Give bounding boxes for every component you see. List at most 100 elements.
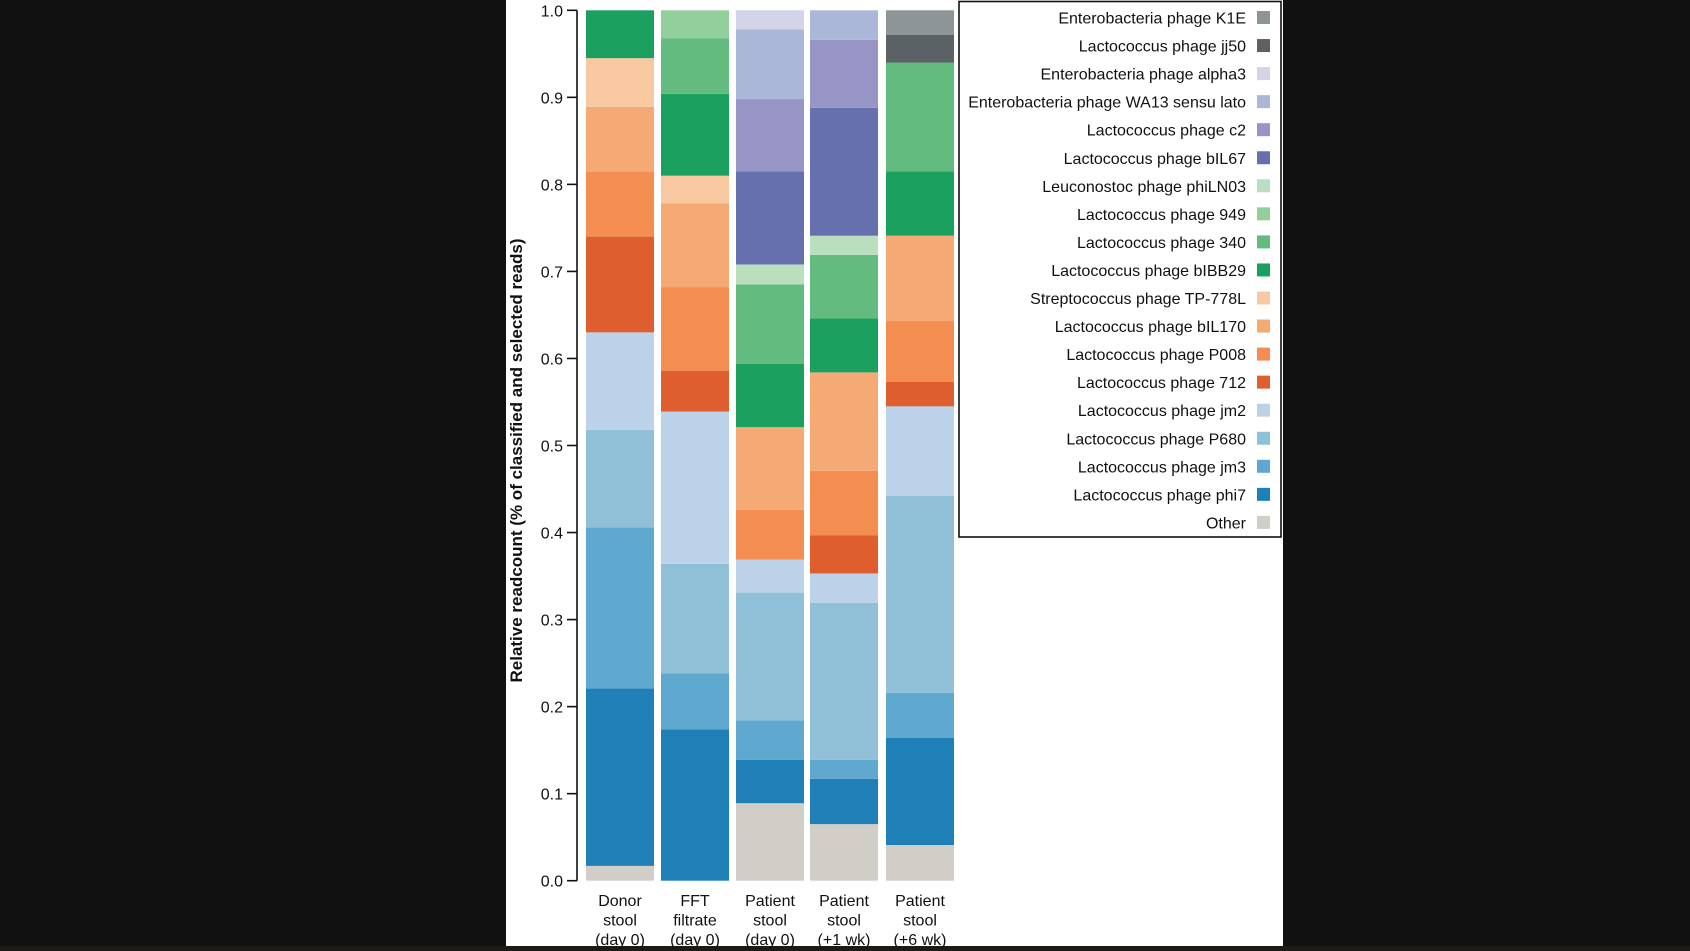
bottom-strip xyxy=(0,946,1690,951)
bar-segment xyxy=(736,803,804,881)
bar-segment xyxy=(736,592,804,721)
bar-segment xyxy=(810,759,878,779)
bar-segment xyxy=(736,10,804,30)
bar-segment xyxy=(810,372,878,471)
bar-segment xyxy=(810,10,878,40)
legend-label: Lactococcus phage bIL67 xyxy=(1064,151,1246,168)
legend-item: Streptococcus phage TP-778L xyxy=(1030,291,1270,308)
y-tick-label: 0.1 xyxy=(541,787,563,804)
bar-segment xyxy=(886,495,954,693)
x-tick-label: Patient xyxy=(895,893,945,910)
bar-segment xyxy=(810,470,878,536)
bar-segment xyxy=(886,381,954,407)
legend-label: Other xyxy=(1206,515,1247,532)
legend-item: Enterobacteria phage K1E xyxy=(1058,11,1270,28)
legend-label: Lactococcus phage 340 xyxy=(1077,235,1246,252)
legend-item: Enterobacteria phage alpha3 xyxy=(1041,67,1270,84)
legend-label: Lactococcus phage 712 xyxy=(1077,375,1246,392)
bar-segment xyxy=(586,106,654,172)
bar-segment xyxy=(661,287,729,371)
bar-segment xyxy=(736,509,804,560)
legend-swatch xyxy=(1257,39,1270,53)
bar-segment xyxy=(736,720,804,760)
bar-segment xyxy=(661,93,729,176)
legend-item: Lactococcus phage bIL170 xyxy=(1055,319,1270,336)
bar-segment xyxy=(661,563,729,674)
bar-segment xyxy=(586,10,654,59)
bar-segment xyxy=(586,527,654,689)
bar-segment xyxy=(586,58,654,107)
bar-segment xyxy=(736,284,804,364)
y-tick-label: 0.7 xyxy=(541,264,563,281)
legend-swatch xyxy=(1257,179,1270,193)
x-axis-labels: Donor stool (day 0) FFT filtrate (day 0) Patie… xyxy=(595,893,946,949)
legend-item: Lactococcus phage jj50 xyxy=(1079,39,1270,56)
legend-box xyxy=(958,0,1282,538)
bar-segment xyxy=(736,559,804,593)
bar-segment xyxy=(886,34,954,63)
bar-segment xyxy=(736,264,804,285)
y-tick-label: 1.0 xyxy=(541,3,563,20)
bar-segment xyxy=(810,778,878,825)
bar-segment xyxy=(886,321,954,382)
bar-segment xyxy=(736,427,804,510)
bar-segment xyxy=(586,236,654,333)
bar-segment xyxy=(886,10,954,35)
bar-segment xyxy=(586,332,654,430)
legend-label: Enterobacteria phage alpha3 xyxy=(1041,67,1247,84)
legend-swatch xyxy=(1257,11,1270,24)
legend-item: Leuconostoc phage phiLN03 xyxy=(1042,179,1270,196)
x-tick-label: filtrate xyxy=(673,913,717,930)
x-tick-label: Patient xyxy=(745,893,795,910)
legend-swatch xyxy=(1257,431,1270,445)
legend-label: Lactococcus phage phi7 xyxy=(1073,487,1246,504)
bars xyxy=(586,10,954,881)
bar-segment xyxy=(810,254,878,319)
bar-segment xyxy=(661,10,729,39)
bar-segment xyxy=(736,99,804,172)
legend-item: Lactococcus phage c2 xyxy=(1087,123,1270,140)
legend-swatch xyxy=(1257,347,1270,361)
bar-stack xyxy=(886,10,954,881)
x-tick-label: stool xyxy=(753,913,787,930)
bar-segment xyxy=(586,171,654,237)
x-tick-label: (day 0) xyxy=(745,932,795,949)
bar-segment xyxy=(886,692,954,738)
legend-swatch xyxy=(1257,95,1270,109)
y-axis: 0.0 0.1 0.2 0.3 0.4 0.5 0.6 0.7 0.8 0.9 1.0 xyxy=(541,3,578,891)
legend-item: Lactococcus phage P008 xyxy=(1066,347,1270,364)
legend-swatch xyxy=(1257,151,1270,165)
bar-segment xyxy=(736,363,804,428)
bar-segment xyxy=(886,62,954,172)
legend-label: Lactococcus phage c2 xyxy=(1087,123,1246,140)
x-tick-label: (day 0) xyxy=(670,932,720,949)
x-tick-label: stool xyxy=(903,913,937,930)
bar-segment xyxy=(810,603,878,760)
legend-item: Lactococcus phage phi7 xyxy=(1073,487,1270,504)
legend-swatch xyxy=(1257,263,1270,277)
legend-label: Lactococcus phage P680 xyxy=(1066,431,1246,448)
legend-label: Lactococcus phage bIBB29 xyxy=(1051,263,1246,280)
y-axis-label: Relative readcount (% of classified and … xyxy=(507,238,526,682)
bar-segment xyxy=(736,759,804,804)
legend-item: Lactococcus phage jm3 xyxy=(1078,459,1270,476)
legend-item: Lactococcus phage 340 xyxy=(1077,235,1270,252)
bar-segment xyxy=(661,411,729,564)
y-tick-label: 0.3 xyxy=(541,613,563,630)
bar-segment xyxy=(886,171,954,236)
legend-label: Enterobacteria phage WA13 sensu lato xyxy=(968,95,1246,112)
bar-segment xyxy=(661,203,729,288)
y-tick-label: 0.4 xyxy=(541,526,563,543)
bar-segment xyxy=(586,688,654,866)
legend-swatch xyxy=(1257,487,1270,501)
x-tick-label: Donor xyxy=(598,893,642,910)
y-tick-label: 0.0 xyxy=(541,874,563,891)
legend-swatch xyxy=(1257,123,1270,137)
bar-segment xyxy=(586,429,654,528)
bar-segment xyxy=(661,729,729,881)
legend-swatch xyxy=(1257,403,1270,417)
bar-segment xyxy=(586,865,654,881)
bar-stack xyxy=(661,10,729,881)
x-tick-label: Patient xyxy=(819,893,869,910)
